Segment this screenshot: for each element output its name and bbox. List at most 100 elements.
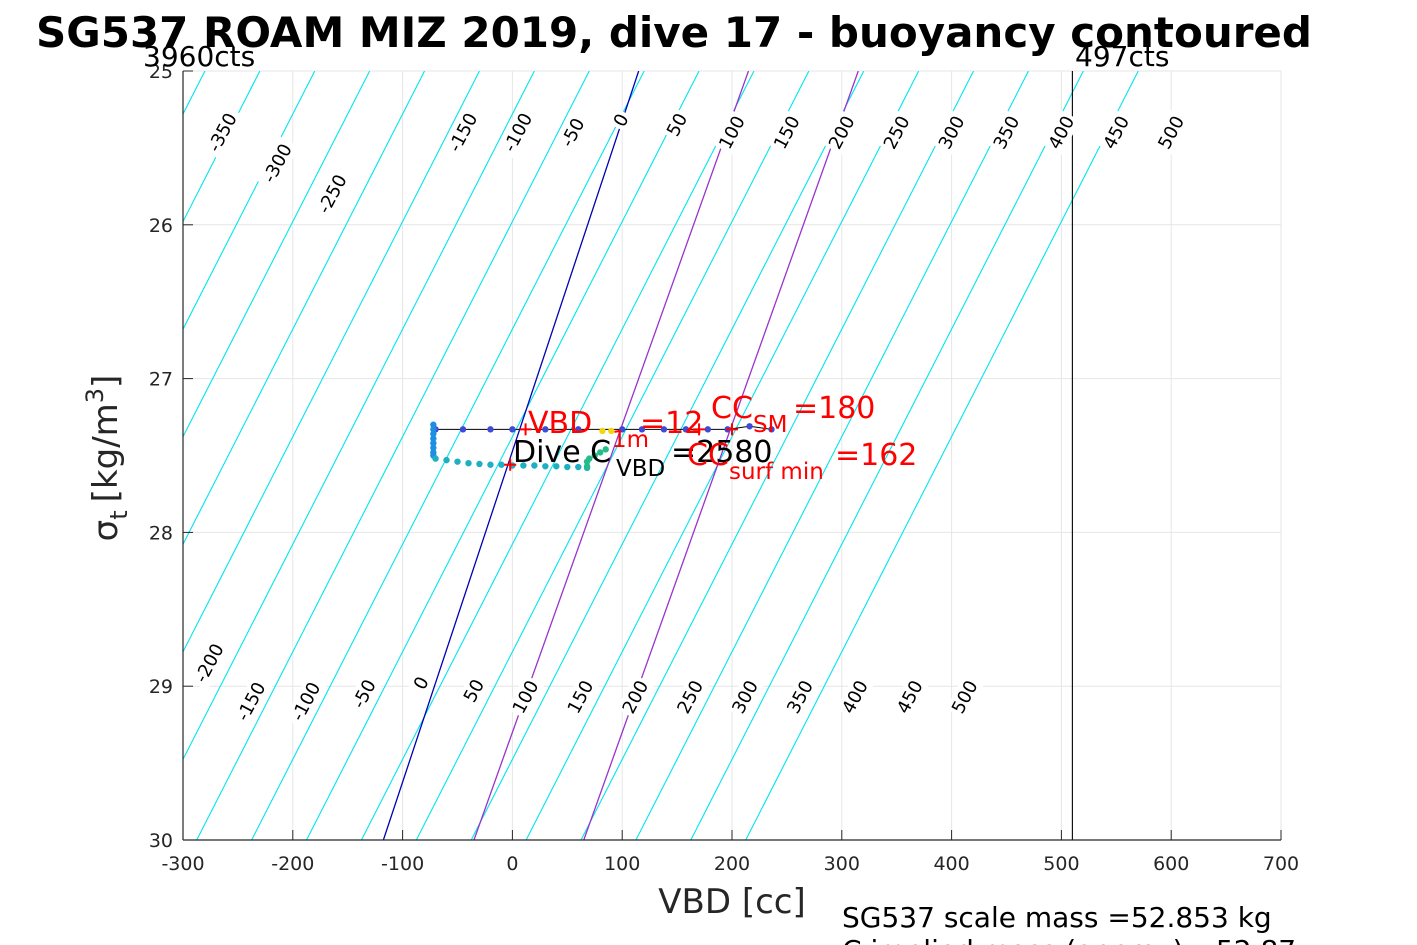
x-tick-label-400: 400 xyxy=(933,853,969,875)
x-tick-label-200: 200 xyxy=(714,853,750,875)
contour-450 xyxy=(580,71,975,840)
profile-point-2-9 xyxy=(531,462,538,469)
y-tick-label-28: 28 xyxy=(149,522,173,544)
contour-label-bg xyxy=(987,110,1026,155)
contour-labels: -350-300-250-150 -100 -50 0 50 100 150 200 250 30… xyxy=(187,105,1191,729)
contour--50 xyxy=(183,71,426,546)
contour-label-bg xyxy=(891,674,929,720)
profile-point-1-5 xyxy=(430,444,437,452)
y-axis-title-sup: 3 xyxy=(81,388,109,403)
y-tick-label-27: 27 xyxy=(149,369,173,391)
x-tick-label-600: 600 xyxy=(1153,853,1189,875)
profile-point-2-12 xyxy=(564,463,571,471)
x-tick-label-0: 0 xyxy=(506,853,518,875)
contour--400 xyxy=(0,71,40,840)
contour-label-bg xyxy=(407,670,435,696)
profile-point-2-11 xyxy=(553,463,560,470)
profile-point-2-0 xyxy=(432,455,439,462)
profile-point-0-6 xyxy=(619,426,626,433)
annot-ccsm-main: CC xyxy=(711,391,753,426)
profile-point-0-7 xyxy=(638,426,646,433)
chart-title: SG537 ROAM MIZ 2019, dive 17 - buoyancy … xyxy=(36,8,1312,57)
annotation-cc-sm: CC SM =180 xyxy=(711,391,875,438)
profile-point-0-4 xyxy=(542,426,549,433)
profile-point-3-2 xyxy=(586,455,593,462)
profile-point-0-13 xyxy=(768,426,775,433)
contour-50 xyxy=(183,71,535,761)
contour-label-bg xyxy=(945,674,984,720)
contour-label-bg xyxy=(660,107,694,143)
contour-400 xyxy=(525,71,920,840)
y-tick-label-26: 26 xyxy=(149,215,173,237)
plus-marker-2 xyxy=(693,423,706,436)
profile-point-1-2 xyxy=(430,430,437,438)
contour--350 xyxy=(0,71,95,840)
contour-label-bg xyxy=(553,110,592,155)
profile-point-3-0 xyxy=(583,463,591,470)
contour-label-bg xyxy=(441,105,485,160)
profile-point-0-3 xyxy=(509,426,516,433)
x-tick-label-100: 100 xyxy=(604,853,640,875)
contour-250 xyxy=(360,71,755,840)
plus-marker-3 xyxy=(726,423,738,436)
contour--300 xyxy=(0,71,150,840)
contour-label-bg xyxy=(836,674,874,720)
footer-scale-mass: SG537 scale mass =52.853 kg xyxy=(842,901,1272,934)
red-markers xyxy=(504,423,738,471)
annot-dive-main: Dive C xyxy=(513,435,611,470)
contour-550 xyxy=(690,71,1084,840)
y-axis-title-sub: t xyxy=(105,510,133,519)
contour-label-bg xyxy=(561,674,600,720)
profile-point-0-1 xyxy=(459,426,467,433)
contour--100 xyxy=(183,71,371,438)
contour-label-bg xyxy=(1152,110,1191,155)
contour-label-bg xyxy=(201,105,244,160)
contour-label-bg xyxy=(781,674,819,720)
annot-ccsm-sub: SM xyxy=(753,412,787,438)
annot-vbd-value: =12 xyxy=(640,406,703,441)
profile-point-0-8 xyxy=(660,426,668,433)
profile-point-2-8 xyxy=(520,462,527,469)
profile-point-1-3 xyxy=(430,435,437,442)
cts-right-label: 497cts xyxy=(1075,40,1169,73)
svg-text:σt[kg/m3]: σt [kg/m3] xyxy=(81,375,133,542)
y-tick-label-30: 30 xyxy=(149,830,173,852)
x-tick-label-500: 500 xyxy=(1043,853,1079,875)
annot-vbd-sub: 1m xyxy=(612,427,649,453)
annot-ccsurf-main: CC xyxy=(687,438,729,473)
contour-100 xyxy=(196,71,590,840)
profile-connector xyxy=(435,425,772,430)
contour-300 xyxy=(415,71,810,840)
contour-label-bg xyxy=(345,671,384,717)
profile-point-3-5 xyxy=(602,446,609,453)
profile-point-0-2 xyxy=(487,426,494,433)
profile-point-2-13 xyxy=(575,463,582,471)
x-tick-label--100: -100 xyxy=(381,853,424,875)
contour-label-6: 0 xyxy=(607,107,635,133)
profile-point-4-1 xyxy=(608,427,615,435)
contour-label-bg xyxy=(229,674,273,729)
x-tick-label-700: 700 xyxy=(1263,853,1299,875)
x-axis-title: VBD [cc] xyxy=(658,882,806,922)
contour--150 xyxy=(183,71,316,331)
y-axis-title-unit: [kg/m xyxy=(86,403,126,502)
x-tick-label--200: -200 xyxy=(271,853,314,875)
y-tick-label-25: 25 xyxy=(149,61,173,83)
annot-ccsm-value: =180 xyxy=(793,391,875,426)
contour-label-bg xyxy=(713,110,751,155)
profile-point-1-0 xyxy=(430,421,437,428)
contour-label-bg xyxy=(284,674,328,729)
contour-350 xyxy=(470,71,865,840)
profile-point-2-4 xyxy=(476,460,483,468)
profile-point-0-9 xyxy=(682,426,690,433)
y-axis-title-symbol: σ xyxy=(86,520,126,542)
contour-label-bg xyxy=(255,136,299,191)
axes xyxy=(182,70,1282,841)
cts-left-label: 3960cts xyxy=(143,40,255,73)
annotation-cc-surf-min: CC surf min =162 xyxy=(687,438,917,485)
contour-label-bg xyxy=(726,674,765,720)
line-neutral xyxy=(382,71,640,840)
contour--200 xyxy=(183,71,261,223)
plus-marker-1 xyxy=(504,458,517,471)
contour-label-bg xyxy=(877,110,916,155)
